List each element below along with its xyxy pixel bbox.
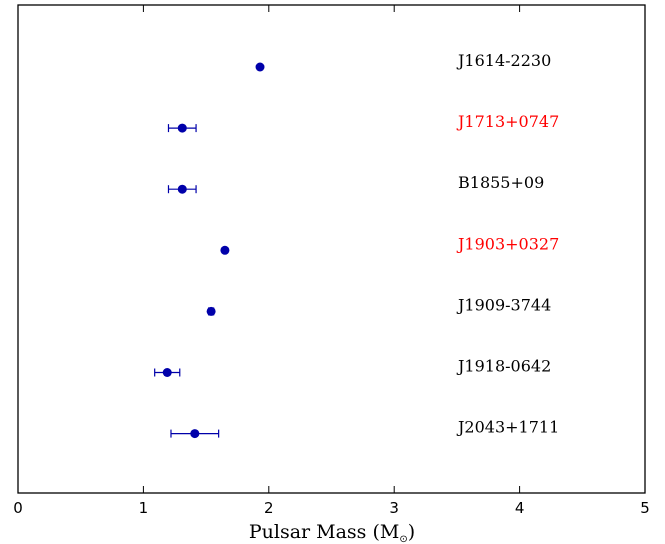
points-layer [154, 62, 265, 439]
data-point [177, 184, 187, 194]
pulsar-label: J1918-0642 [456, 357, 551, 376]
x-tick-label: 3 [389, 499, 399, 517]
pulsar-labels-layer: J1614-2230 J1713+0747 B1855+09 J1903+0327 J1… [456, 51, 559, 437]
x-axis-title-main: Pulsar Mass (M [249, 521, 400, 543]
pulsar-label: J2043+1711 [456, 418, 559, 437]
data-point [255, 62, 265, 72]
pulsar-label: J1903+0327 [456, 234, 559, 253]
pulsar-label: J1713+0747 [456, 112, 559, 131]
x-axis-title-close: ) [408, 521, 415, 543]
data-point [162, 368, 172, 377]
x-tick-label: 4 [515, 499, 525, 517]
x-tick-label: 0 [13, 499, 23, 517]
data-point [177, 123, 187, 133]
pulsar-label: J1909-3744 [456, 295, 551, 314]
x-tick-label: 2 [264, 499, 274, 517]
x-axis-title: Pulsar Mass (M⊙) [249, 521, 415, 544]
data-point [190, 429, 200, 439]
x-tick-label: 1 [139, 499, 149, 517]
plot-frame [17, 4, 646, 494]
data-point [220, 245, 230, 255]
pulsar-label: J1614-2230 [456, 51, 551, 70]
data-point [206, 306, 216, 316]
pulsar-label: B1855+09 [458, 173, 544, 192]
x-axis-title-sub: ⊙ [399, 534, 407, 544]
x-tick-label: 5 [640, 499, 650, 517]
tick-layer: 0 1 2 3 4 5 [13, 5, 650, 517]
